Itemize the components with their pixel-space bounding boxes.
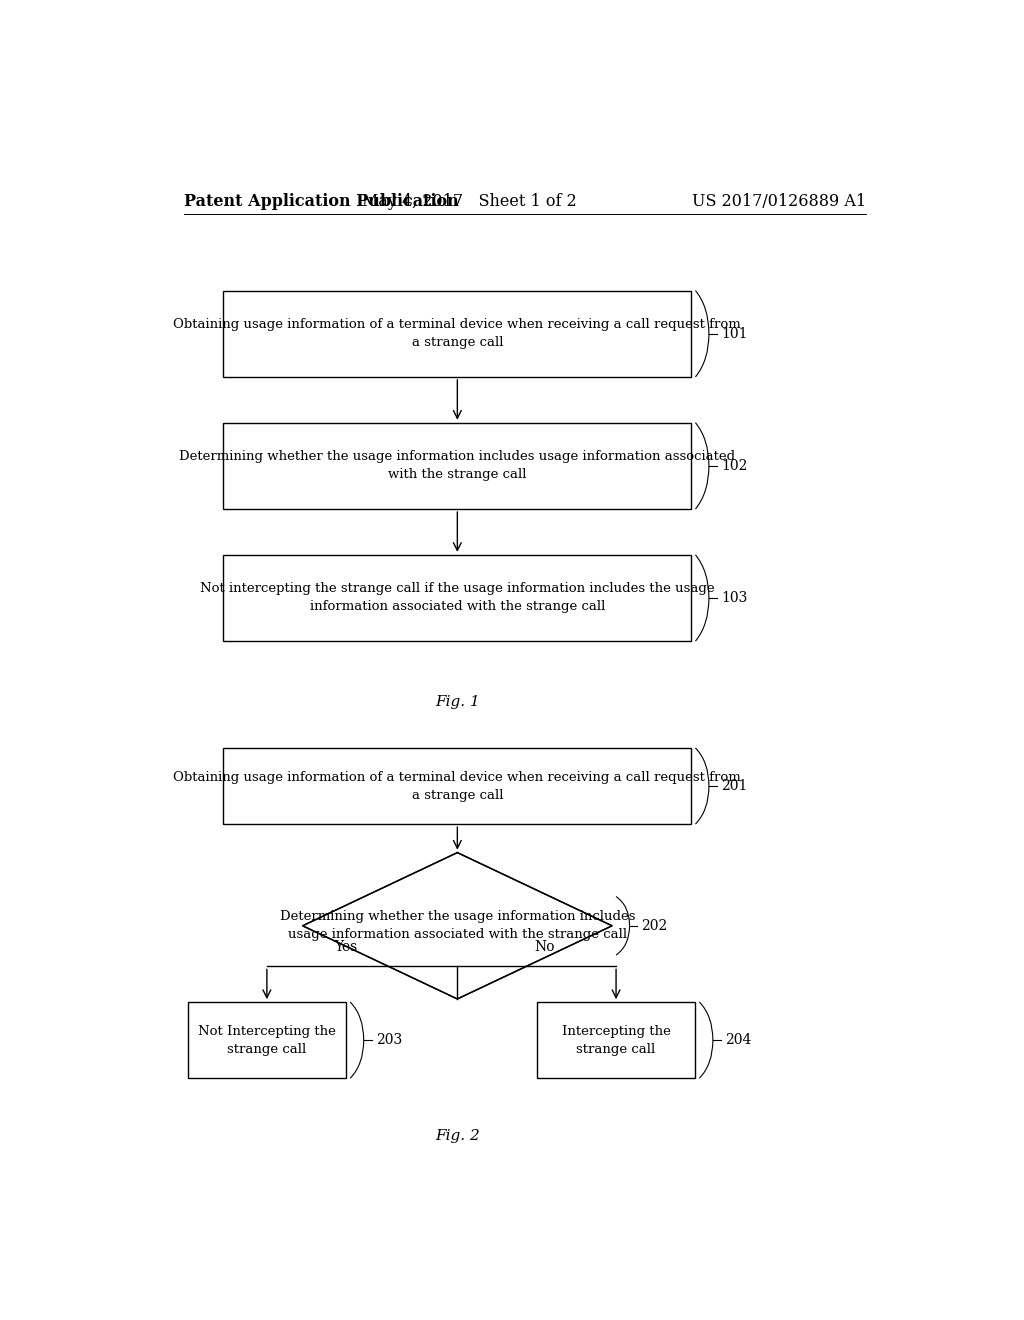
Text: 203: 203 [376, 1034, 401, 1047]
Text: 101: 101 [721, 327, 748, 341]
Text: 102: 102 [721, 459, 748, 473]
Bar [187, 1002, 346, 1078]
Text: Intercepting the
strange call: Intercepting the strange call [561, 1024, 671, 1056]
Bar [223, 554, 691, 642]
Text: Determining whether the usage information includes usage information associated
: Determining whether the usage informatio… [179, 450, 735, 482]
Text: 201: 201 [721, 779, 748, 793]
Bar [223, 748, 691, 824]
Text: Not Intercepting the
strange call: Not Intercepting the strange call [198, 1024, 336, 1056]
Text: No: No [535, 940, 555, 954]
Text: Patent Application Publication: Patent Application Publication [183, 193, 459, 210]
Text: Fig. 1: Fig. 1 [435, 696, 479, 709]
Polygon shape [303, 853, 612, 999]
Bar [537, 1002, 695, 1078]
Bar [223, 290, 691, 378]
Text: 103: 103 [721, 591, 748, 605]
Text: 204: 204 [725, 1034, 752, 1047]
Text: Yes: Yes [335, 940, 357, 954]
Text: 202: 202 [641, 919, 668, 933]
Text: Determining whether the usage information includes
usage information associated : Determining whether the usage informatio… [280, 911, 635, 941]
Text: May 4, 2017   Sheet 1 of 2: May 4, 2017 Sheet 1 of 2 [361, 193, 577, 210]
Text: Fig. 2: Fig. 2 [435, 1129, 479, 1143]
Text: Obtaining usage information of a terminal device when receiving a call request f: Obtaining usage information of a termina… [173, 771, 741, 801]
Text: Not intercepting the strange call if the usage information includes the usage
in: Not intercepting the strange call if the… [200, 582, 715, 614]
Bar [223, 422, 691, 510]
Text: Obtaining usage information of a terminal device when receiving a call request f: Obtaining usage information of a termina… [173, 318, 741, 350]
Text: US 2017/0126889 A1: US 2017/0126889 A1 [692, 193, 866, 210]
